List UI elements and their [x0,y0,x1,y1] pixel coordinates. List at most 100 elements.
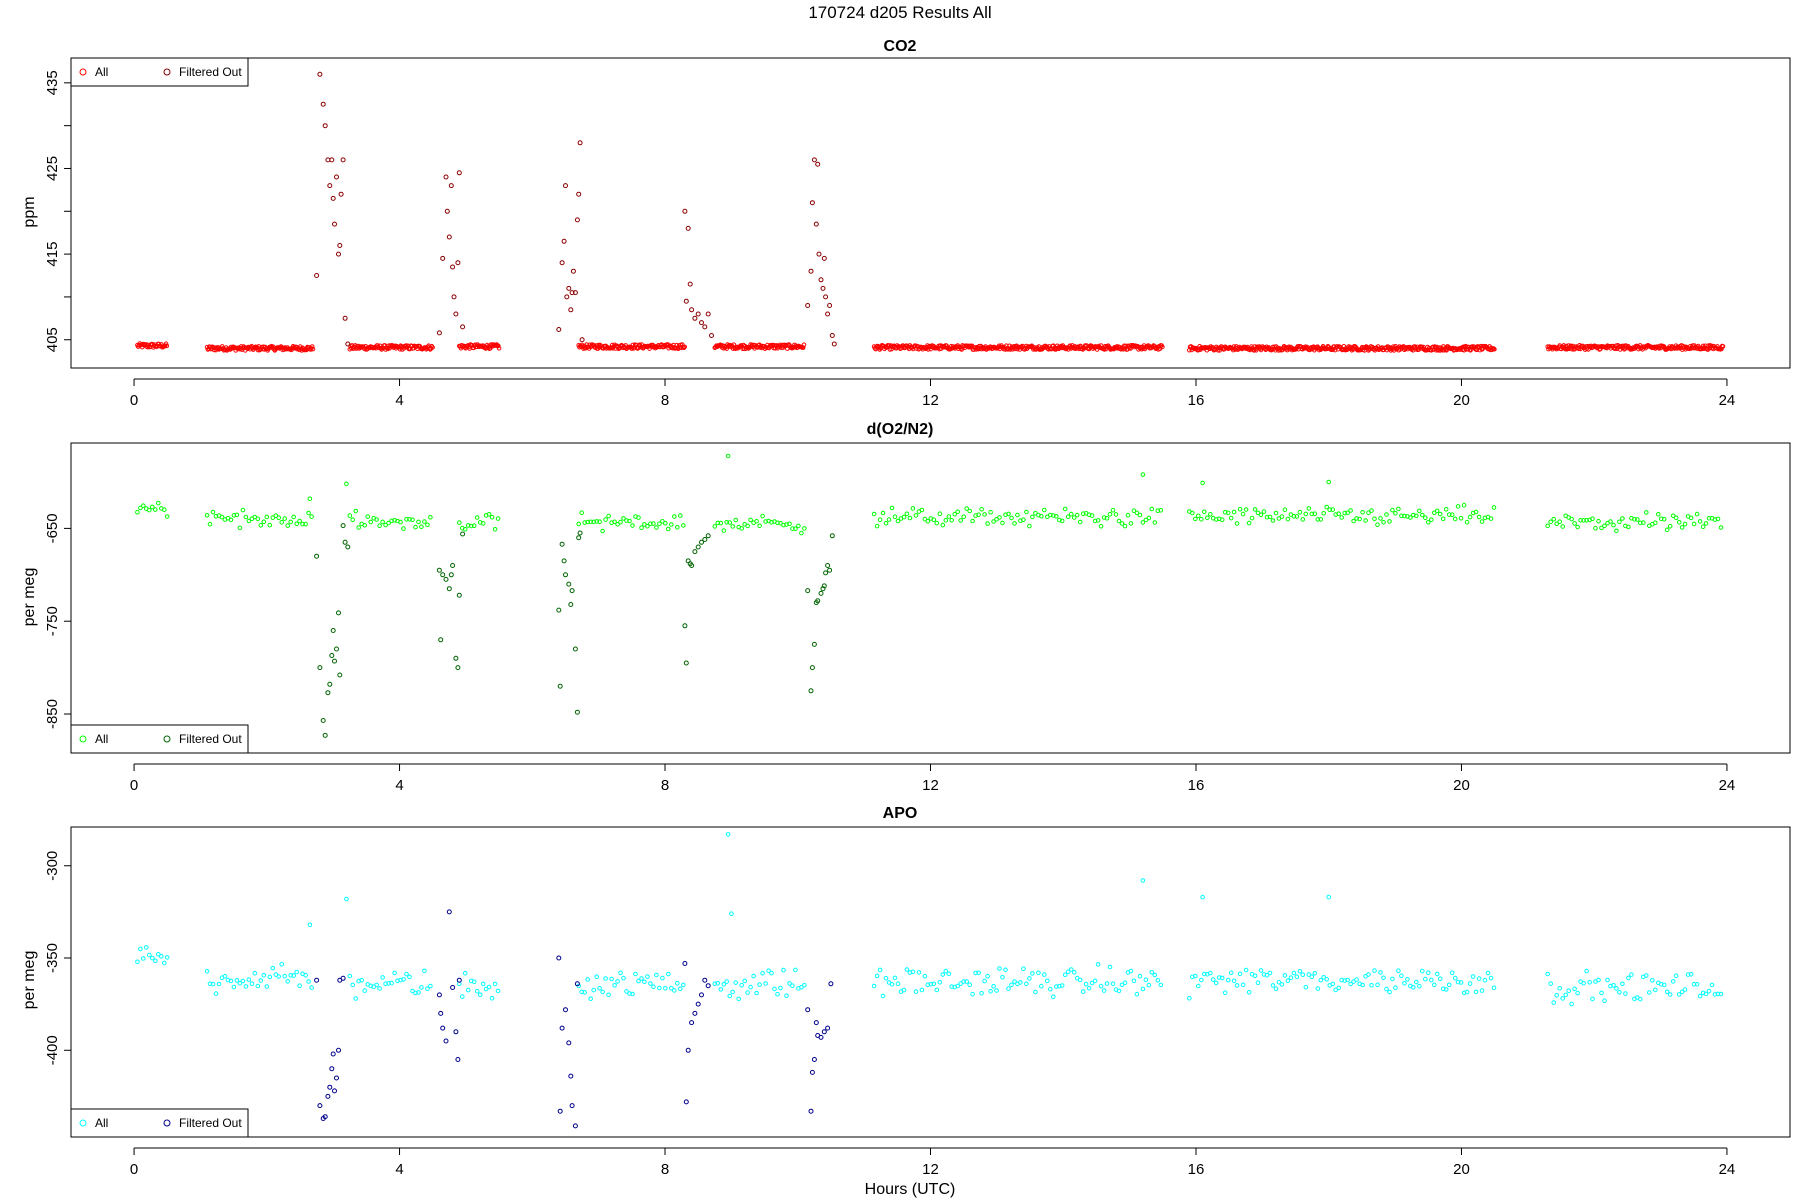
data-point-all [955,983,961,989]
data-point-all [976,512,981,518]
data-point-filtered [569,588,575,594]
data-point-all [1345,977,1350,983]
data-point-all [675,980,680,986]
data-point-all [724,979,730,984]
data-point-all [410,517,415,523]
data-point-all [407,517,412,522]
data-point-all [1243,507,1249,512]
data-point-all [468,523,474,529]
data-point-all [973,970,978,976]
data-point-all [1366,510,1371,516]
data-point-all [582,520,588,525]
data-point-filtered [705,311,711,317]
legend-marker-filtered [163,1119,171,1127]
data-point-all [1387,989,1392,995]
data-point-all [922,973,928,979]
data-point-all [1140,520,1146,525]
data-point-all [961,979,967,984]
data-point-all [964,506,970,511]
data-point-all [1065,514,1071,520]
data-point-all [1485,970,1491,976]
data-point-all [1015,512,1020,518]
data-point-all [495,988,501,994]
data-point-all [1113,512,1119,517]
data-point-all [1134,510,1140,516]
data-point-all [1095,962,1101,967]
x-tick-label: 8 [661,777,669,794]
data-point-all [309,985,314,990]
data-point-all [666,971,671,977]
data-point-all [246,518,252,524]
data-point-all [495,516,501,521]
data-point-all [1596,977,1601,983]
data-point-all [736,996,742,1002]
data-point-all [1116,988,1122,994]
data-point-all [886,517,892,522]
data-point-all [946,971,952,977]
data-point-filtered [322,123,328,129]
y-tick-label: -750 [44,606,61,636]
data-point-all [666,526,671,532]
data-point-all [1119,521,1125,526]
data-point-filtered [808,1108,814,1114]
data-point-filtered [687,281,693,287]
data-point-all [1294,514,1300,519]
panel-title: APO [883,805,918,822]
data-point-all [922,516,928,522]
data-point-all [739,982,745,988]
data-point-filtered [329,1066,335,1072]
data-point-all [895,981,901,987]
data-point-all [1240,511,1246,517]
data-point-filtered [322,732,328,738]
data-point-all [871,983,877,989]
data-point-all [204,513,210,518]
data-point-filtered [566,285,572,291]
data-point-all [1473,989,1479,995]
data-point-filtered [327,681,333,687]
data-point-all [377,986,382,991]
data-point-all [1575,524,1580,530]
data-point-all [1012,521,1017,526]
plot-frame [70,442,1791,754]
data-point-all [1572,986,1577,992]
data-point-all [368,519,374,525]
data-point-all [404,517,409,522]
data-point-all [1554,993,1559,998]
data-point-all [1614,986,1619,991]
data-point-all [594,519,600,524]
data-point-filtered [828,981,834,987]
data-point-all [1423,976,1428,982]
data-point-all [1228,515,1234,521]
data-point-filtered [329,653,335,658]
data-point-all [1590,516,1595,522]
data-point-all [162,960,167,966]
data-point-all [727,993,733,999]
data-point-filtered [557,1108,563,1114]
data-point-all [675,525,680,530]
data-point-all [1131,508,1137,514]
legend: All Filtered Out [70,1108,249,1138]
data-point-all [1057,517,1062,523]
data-point-filtered [818,277,824,283]
data-point-all [1449,970,1455,976]
data-point-all [1396,968,1401,974]
data-point-all [1146,982,1152,988]
data-point-filtered [334,174,339,180]
data-point-filtered [332,658,337,664]
data-point-all [1042,972,1047,977]
data-point-filtered [811,641,817,647]
data-point-all [651,521,656,526]
data-point-filtered [342,539,348,545]
data-point-all [982,512,987,517]
data-point-all [297,983,302,989]
data-point-all [1348,981,1353,987]
data-point-all [306,510,311,516]
data-point-all [802,982,807,988]
data-point-all [386,520,391,526]
data-point-all [428,983,433,989]
data-point-all [1279,982,1285,987]
data-point-all [682,344,688,350]
data-point-all [748,984,753,990]
data-point-all [210,509,216,515]
data-point-filtered [332,221,337,227]
